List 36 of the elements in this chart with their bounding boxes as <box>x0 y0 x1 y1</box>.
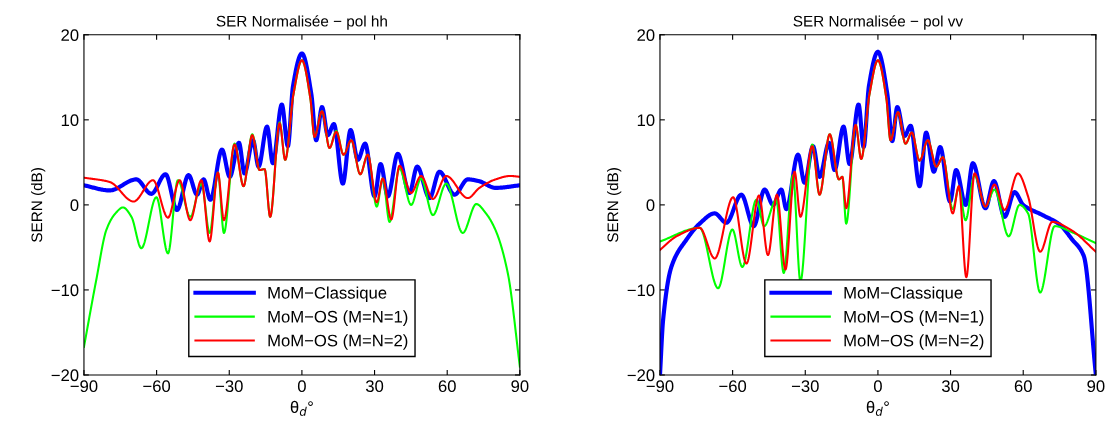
y-tick-label: 0 <box>70 199 79 212</box>
chart-title: SER Normalisée − pol vv <box>793 15 963 30</box>
legend-label: MoM−OS (M=N=1) <box>844 310 984 326</box>
y-tick-label: 10 <box>637 114 655 127</box>
y-tick-label: 20 <box>637 29 655 41</box>
x-tick-label: 90 <box>511 380 529 393</box>
x-tick-label: 90 <box>1087 380 1105 393</box>
legend-label: MoM−Classique <box>268 286 387 303</box>
y-tick-label: 10 <box>61 114 79 127</box>
x-tick-label: −60 <box>719 380 747 393</box>
legend-label: MoM−OS (M=N=2) <box>268 334 408 350</box>
x-tick-label: 0 <box>873 380 882 393</box>
x-tick-label: −30 <box>791 380 819 393</box>
y-tick-label: 20 <box>61 29 79 41</box>
x-tick-label: −30 <box>215 380 243 393</box>
x-tick-label: 0 <box>297 380 306 393</box>
y-tick-label: −10 <box>51 284 79 297</box>
x-tick-label: −60 <box>143 380 171 393</box>
y-tick-label: −20 <box>51 369 79 382</box>
legend-label: MoM−OS (M=N=2) <box>844 334 984 350</box>
y-axis-title: SERN (dB) <box>31 168 46 242</box>
y-axis-title: SERN (dB) <box>607 168 622 242</box>
x-tick-label: 30 <box>365 380 384 393</box>
y-tick-label: −20 <box>627 369 655 382</box>
chart-title: SER Normalisée − pol hh <box>216 15 387 30</box>
y-tick-label: 0 <box>646 199 655 212</box>
x-axis-title: θ$_{d}$° <box>866 400 889 416</box>
x-tick-label: −90 <box>70 380 98 393</box>
legend-label: MoM−OS (M=N=1) <box>268 310 408 326</box>
x-tick-label: −90 <box>646 380 674 393</box>
x-tick-label: 60 <box>1014 380 1032 393</box>
x-axis-title: θ$_{d}$° <box>290 400 313 416</box>
y-tick-label: −10 <box>627 284 655 297</box>
legend-label: MoM−Classique <box>844 286 963 303</box>
x-tick-label: 60 <box>438 380 456 393</box>
x-tick-label: 30 <box>941 380 960 393</box>
